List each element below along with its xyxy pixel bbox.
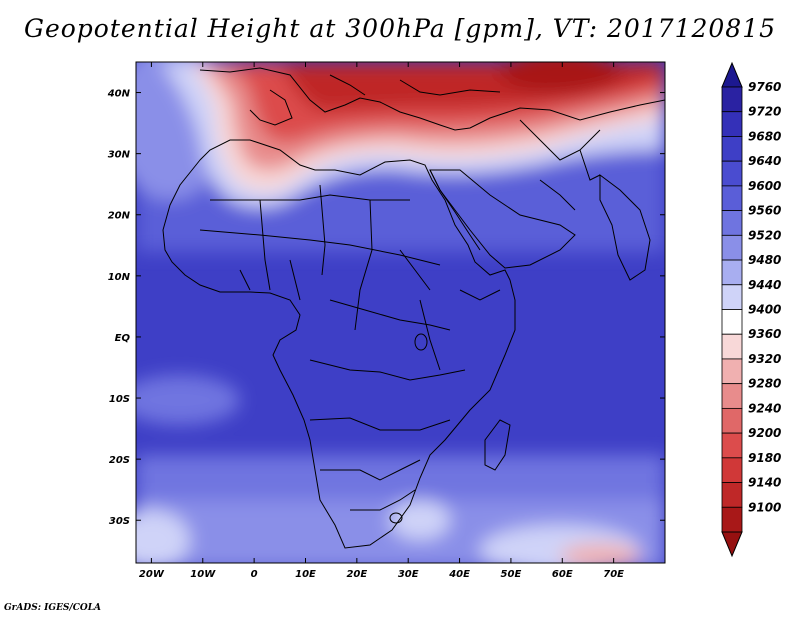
colorbar-swatch	[721, 210, 743, 236]
y-tick-label: 10N	[108, 272, 131, 283]
x-tick-label: 30E	[398, 569, 419, 580]
colorbar-label: 9600	[748, 179, 781, 193]
x-tick-label: 20W	[139, 569, 165, 580]
y-tick-label: 30S	[109, 516, 130, 527]
colorbar-bottom-arrow	[721, 531, 743, 558]
colorbar-label: 9640	[748, 154, 781, 168]
axis-ticks: 20W 10W 0 10E 20E 30E 40E 50E 60E 70E 40N 30N 20N 10N…	[107, 62, 665, 580]
colorbar: 9760 9720 9680 9640 9600 9560 9520 9480 9440 9400…	[721, 61, 781, 558]
colorbar-swatch	[721, 506, 743, 533]
colorbar-swatch	[721, 185, 743, 212]
colorbar-label: 9140	[748, 476, 781, 490]
grads-credit: GrADS: IGES/COLA	[4, 603, 102, 613]
colorbar-swatch	[721, 333, 743, 360]
colorbar-label: 9720	[748, 105, 781, 119]
chart-title: Geopotential Height at 300hPa [gpm], VT:…	[23, 14, 777, 43]
colorbar-swatch	[721, 136, 743, 162]
colorbar-label: 9280	[748, 377, 781, 391]
colorbar-top-arrow	[721, 61, 743, 88]
x-tick-label: 50E	[501, 569, 522, 580]
x-tick-label: 10E	[295, 569, 316, 580]
y-tick-label: 10S	[109, 394, 130, 405]
x-tick-label: 10W	[190, 569, 216, 580]
y-tick-label: 20N	[108, 211, 131, 222]
colorbar-label: 9240	[748, 401, 781, 415]
x-tick-label: 40E	[448, 569, 470, 580]
colorbar-label: 9400	[748, 303, 781, 317]
coastlines	[162, 67, 665, 549]
x-tick-label: 60E	[552, 569, 573, 580]
colorbar-swatch	[721, 482, 743, 508]
colorbar-label: 9680	[748, 129, 781, 143]
colorbar-label: 9100	[748, 500, 781, 514]
x-tick-label: 0	[251, 569, 258, 580]
x-tick-label: 70E	[603, 569, 624, 580]
x-tick-label: 20E	[346, 569, 367, 580]
height-field	[136, 62, 665, 563]
colorbar-label: 9520	[748, 228, 781, 242]
colorbar-swatch	[721, 284, 743, 310]
colorbar-label: 9180	[748, 451, 781, 465]
colorbar-swatch	[721, 407, 743, 434]
colorbar-swatch	[721, 259, 743, 286]
y-tick-label: 20S	[109, 455, 130, 466]
colorbar-label: 9480	[748, 253, 781, 267]
y-tick-label: 40N	[107, 89, 131, 100]
colorbar-swatch	[721, 309, 743, 335]
y-tick-label: EQ	[115, 333, 131, 344]
colorbar-swatch	[721, 432, 743, 459]
colorbar-swatch	[721, 160, 743, 187]
colorbar-swatch	[721, 457, 743, 483]
colorbar-swatch	[721, 383, 743, 409]
plot-frame	[135, 61, 666, 564]
colorbar-swatch	[721, 234, 743, 261]
colorbar-label: 9440	[748, 278, 781, 292]
colorbar-label: 9320	[748, 352, 781, 366]
y-tick-label: 30N	[108, 150, 131, 161]
colorbar-label: 9200	[748, 426, 781, 440]
colorbar-label: 9760	[748, 80, 781, 94]
colorbar-label: 9560	[748, 204, 781, 218]
colorbar-swatch	[721, 111, 743, 137]
colorbar-label: 9360	[748, 327, 781, 341]
colorbar-swatch	[721, 86, 743, 113]
colorbar-swatch	[721, 358, 743, 385]
